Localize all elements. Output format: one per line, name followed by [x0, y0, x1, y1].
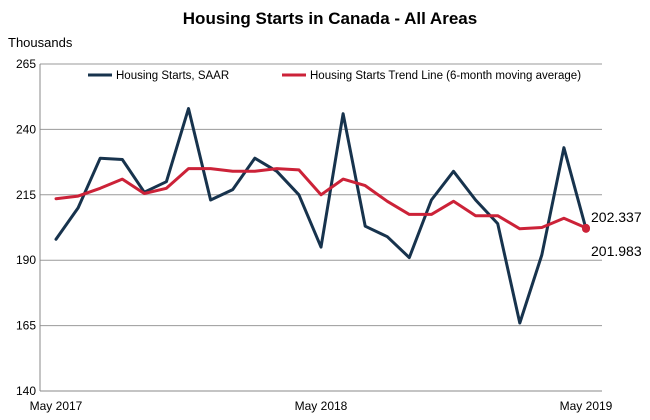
y-tick-label: 215 [16, 188, 36, 202]
x-tick-label: May 2019 [560, 399, 613, 413]
end-value-label: 201.983 [591, 243, 642, 259]
y-tick-label: 140 [16, 384, 36, 398]
x-tick-label: May 2017 [30, 399, 83, 413]
end-value-label: 202.337 [591, 209, 642, 225]
end-point-trend [582, 223, 590, 232]
series-lines [54, 107, 590, 325]
legend-label: Housing Starts, SAAR [116, 70, 229, 82]
end-value-labels: 202.337 201.983 [591, 209, 642, 259]
y-axis-ticks: 140 165 190 215 240 265 [16, 57, 36, 398]
x-axis-ticks: May 2017 May 2018 May 2019 [30, 399, 613, 413]
chart-title: Housing Starts in Canada - All Areas [183, 9, 477, 28]
y-tick-label: 165 [16, 319, 36, 333]
y-tick-label: 265 [16, 57, 36, 71]
y-tick-label: 190 [16, 253, 36, 267]
grid-lines [39, 63, 602, 392]
series-line-housing-starts [54, 107, 588, 325]
legend-label: Housing Starts Trend Line (6-month movin… [310, 70, 581, 82]
x-tick-label: May 2018 [295, 399, 348, 413]
y-tick-label: 240 [16, 122, 36, 136]
series-line-trend [54, 167, 588, 231]
y-axis-label: Thousands [8, 35, 73, 50]
legend: Housing Starts, SAAR Housing Starts Trend… [88, 70, 581, 82]
